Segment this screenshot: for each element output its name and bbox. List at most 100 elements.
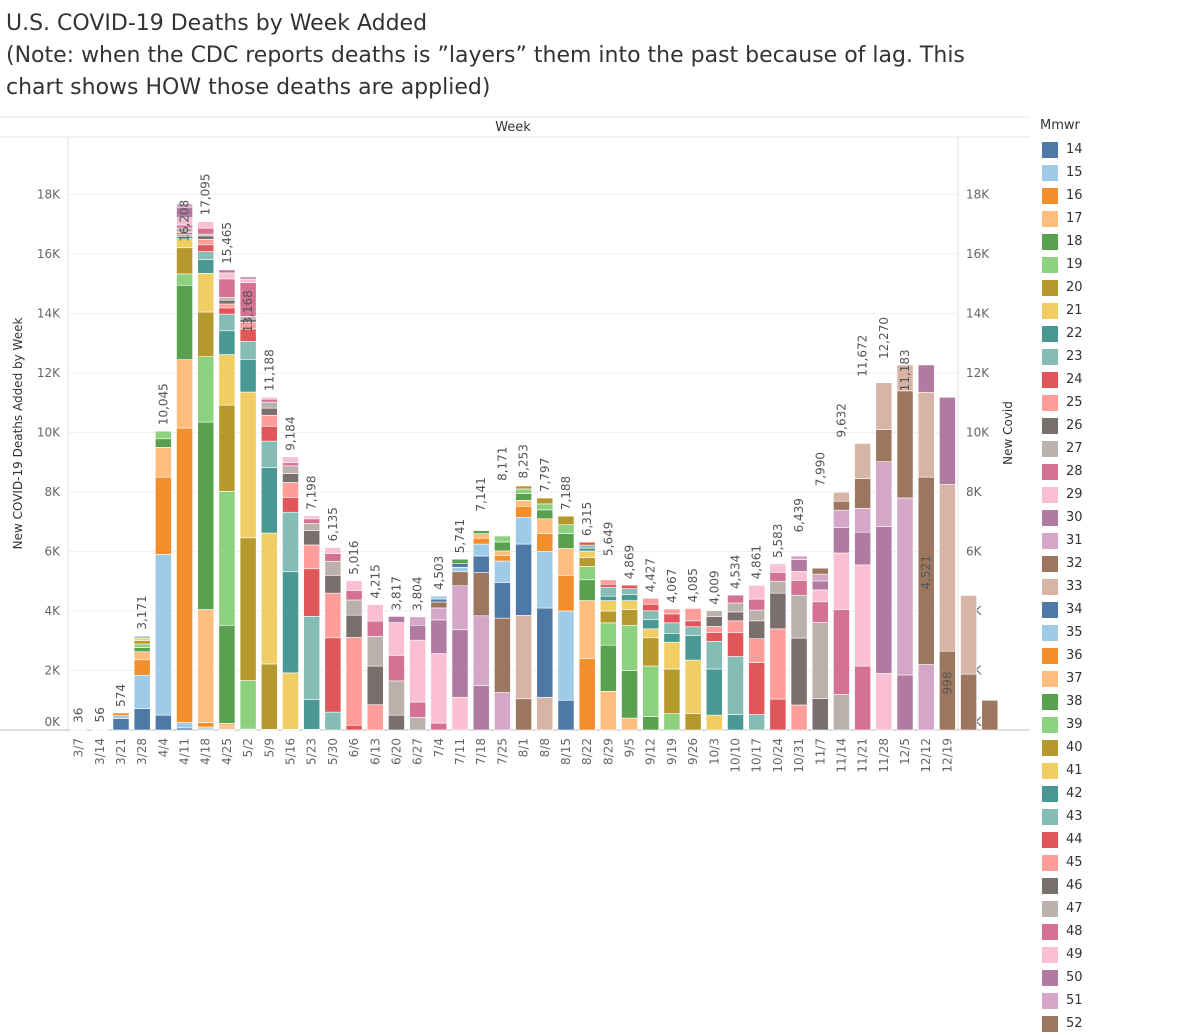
legend-item[interactable]: 50	[1040, 966, 1190, 989]
legend-item[interactable]: 40	[1040, 736, 1190, 759]
legend-item[interactable]: 14	[1040, 138, 1190, 161]
bar-segment	[727, 621, 743, 633]
bar-segment	[494, 618, 510, 692]
legend-item[interactable]: 32	[1040, 552, 1190, 575]
bar-segment	[961, 674, 977, 730]
bar-segment	[537, 697, 553, 730]
legend-item[interactable]: 51	[1040, 989, 1190, 1012]
bar-segment	[664, 623, 680, 633]
bar-segment	[176, 248, 192, 274]
y-tick-label-right: 16K	[966, 247, 990, 261]
legend-item[interactable]: 34	[1040, 598, 1190, 621]
bar-segment	[388, 715, 404, 730]
bar-segment	[198, 228, 214, 234]
legend-item[interactable]: 17	[1040, 207, 1190, 230]
bar-total-label: 7,198	[305, 476, 319, 510]
legend-item[interactable]: 46	[1040, 874, 1190, 897]
bar-total-label: 574	[114, 684, 128, 707]
bar-segment	[388, 681, 404, 715]
legend-item[interactable]: 25	[1040, 391, 1190, 414]
bar-segment	[176, 728, 192, 730]
legend-swatch	[1042, 625, 1058, 641]
legend-item[interactable]: 21	[1040, 299, 1190, 322]
legend-item[interactable]: 19	[1040, 253, 1190, 276]
legend-swatch	[1042, 303, 1058, 319]
bar-segment	[600, 691, 616, 730]
bar-segment	[855, 532, 871, 565]
bar-segment	[537, 504, 553, 510]
legend-item[interactable]: 28	[1040, 460, 1190, 483]
legend-item[interactable]: 31	[1040, 529, 1190, 552]
bar-segment	[791, 571, 807, 580]
bar-segment	[494, 542, 510, 551]
legend-swatch	[1042, 694, 1058, 710]
bar-segment	[537, 510, 553, 519]
bar-segment	[685, 627, 701, 636]
bar-segment	[176, 723, 192, 728]
legend-swatch	[1042, 349, 1058, 365]
bar-segment	[685, 660, 701, 714]
legend-item[interactable]: 22	[1040, 322, 1190, 345]
x-tick-label: 12/5	[898, 738, 912, 765]
bar-segment	[282, 474, 298, 483]
bar-segment	[621, 671, 637, 719]
bar-segment	[749, 610, 765, 621]
legend-item[interactable]: 29	[1040, 483, 1190, 506]
legend-item[interactable]: 26	[1040, 414, 1190, 437]
legend-item[interactable]: 15	[1040, 161, 1190, 184]
legend-item[interactable]: 20	[1040, 276, 1190, 299]
bar-segment	[537, 608, 553, 697]
legend-item[interactable]: 42	[1040, 782, 1190, 805]
bar-segment	[600, 623, 616, 645]
bar-segment	[600, 645, 616, 691]
legend-item[interactable]: 30	[1040, 506, 1190, 529]
x-tick-label: 7/18	[474, 738, 488, 765]
legend-item[interactable]: 35	[1040, 621, 1190, 644]
legend-item[interactable]: 23	[1040, 345, 1190, 368]
bar-segment	[261, 533, 277, 664]
bar-segment	[219, 491, 235, 625]
legend-item[interactable]: 16	[1040, 184, 1190, 207]
bar-segment	[240, 277, 256, 279]
legend-item[interactable]: 43	[1040, 805, 1190, 828]
legend-item[interactable]: 37	[1040, 667, 1190, 690]
bar-segment	[198, 252, 214, 260]
x-tick-label: 5/9	[262, 738, 276, 757]
bar-segment	[897, 498, 913, 675]
bar-segment	[410, 718, 426, 730]
bar-segment	[282, 466, 298, 474]
x-tick-label: 6/6	[347, 738, 361, 757]
y-axis-title-right: New Covid	[1001, 401, 1015, 465]
legend-item[interactable]: 41	[1040, 759, 1190, 782]
legend-item[interactable]: 47	[1040, 897, 1190, 920]
bar-total-label: 10,045	[156, 383, 170, 425]
bar-segment	[727, 657, 743, 715]
legend-item[interactable]: 18	[1040, 230, 1190, 253]
bar-total-label: 17,095	[199, 173, 213, 215]
legend-item[interactable]: 36	[1040, 644, 1190, 667]
bar-segment	[558, 549, 574, 576]
bar-segment	[219, 297, 235, 300]
bar-segment	[494, 693, 510, 730]
legend-item[interactable]: 48	[1040, 920, 1190, 943]
legend-item[interactable]: 38	[1040, 690, 1190, 713]
legend-item[interactable]: 27	[1040, 437, 1190, 460]
legend-label: 30	[1066, 510, 1083, 525]
bar-segment	[982, 700, 998, 730]
bar-segment	[494, 582, 510, 618]
legend-item[interactable]: 52	[1040, 1012, 1190, 1035]
legend-item[interactable]: 39	[1040, 713, 1190, 736]
legend-item[interactable]: 33	[1040, 575, 1190, 598]
y-tick-label-left: 10K	[37, 426, 61, 440]
legend-item[interactable]: 44	[1040, 828, 1190, 851]
legend-label: 35	[1066, 625, 1083, 640]
legend-label: 17	[1066, 211, 1083, 226]
bar-segment	[770, 629, 786, 699]
bar-total-label: 4,503	[432, 556, 446, 590]
y-tick-label-right: 8K	[966, 485, 983, 499]
bar-segment	[113, 713, 129, 716]
legend-item[interactable]: 24	[1040, 368, 1190, 391]
bar-segment	[833, 610, 849, 695]
legend-item[interactable]: 45	[1040, 851, 1190, 874]
legend-item[interactable]: 49	[1040, 943, 1190, 966]
